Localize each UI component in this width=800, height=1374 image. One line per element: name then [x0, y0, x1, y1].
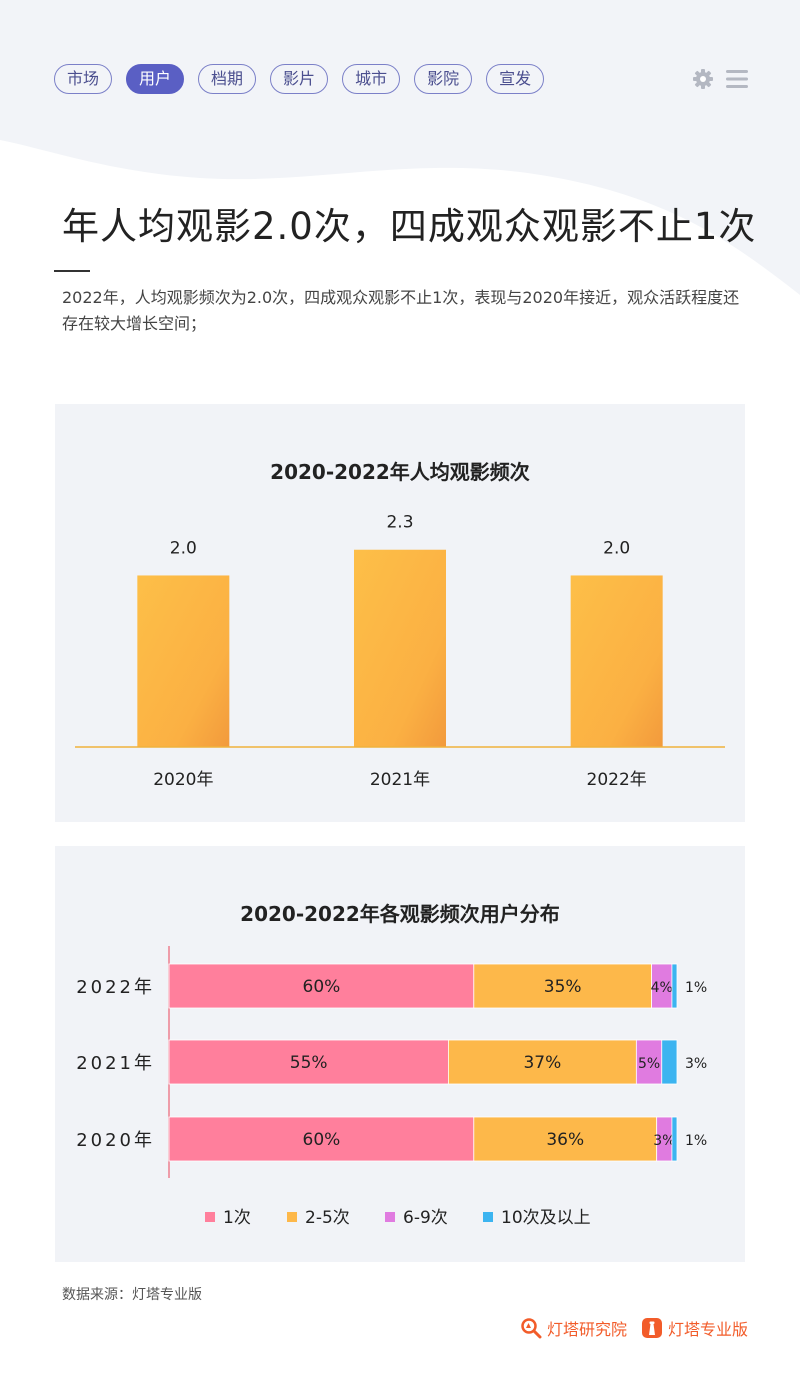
- legend-swatch: [483, 1212, 493, 1222]
- title-divider: [54, 270, 90, 272]
- chart-avg-frequency: 2020-2022年人均观影频次 2.0 2020年 2.3 2021年 2.0 2022年: [75, 460, 725, 790]
- legend-swatch: [385, 1212, 395, 1222]
- x-tick-label: 2020年: [153, 770, 213, 790]
- bar-value-label: 2.0: [170, 538, 197, 558]
- brand-left-label: 灯塔研究院: [546, 1320, 627, 1339]
- brand-right-label: 灯塔专业版: [667, 1320, 748, 1339]
- y-tick-label: 2020年: [76, 1130, 155, 1151]
- bar-segment-1次: [168, 963, 475, 1009]
- chart-frequency-distribution: 2020-2022年各观影频次用户分布 2022年 60% 35% 4% 1% 2021年 5…: [76, 902, 707, 1228]
- tab-schedule[interactable]: 档期: [198, 64, 257, 94]
- data-label: 4%: [651, 980, 673, 996]
- tab-films[interactable]: 影片: [270, 64, 329, 94]
- data-label: 3%: [653, 1133, 675, 1149]
- bar-segment-10次及以上: [661, 1039, 678, 1085]
- lighthouse-logo-icon: [641, 1318, 662, 1338]
- bar-segment-6-9次: [635, 1039, 663, 1085]
- y-tick-label: 2022年: [76, 977, 155, 998]
- tab-users[interactable]: 用户: [126, 64, 185, 94]
- data-label: 3%: [685, 1056, 707, 1072]
- bar-value-label: 2.0: [603, 538, 630, 558]
- chart-title: 2020-2022年各观影频次用户分布: [240, 902, 560, 926]
- bar-segment-2-5次: [473, 1116, 658, 1162]
- data-label: 55%: [290, 1053, 328, 1073]
- brand-research-institute: 灯塔研究院: [520, 1316, 627, 1340]
- bar-segment-10次及以上: [671, 963, 678, 1009]
- tab-market[interactable]: 市场: [54, 64, 113, 94]
- brand-pro-edition: 灯塔专业版: [641, 1316, 748, 1340]
- tab-cities[interactable]: 城市: [342, 64, 401, 94]
- legend-swatch: [287, 1212, 297, 1222]
- data-label: 1%: [685, 980, 707, 996]
- data-label: 5%: [638, 1056, 660, 1072]
- data-label: 37%: [523, 1053, 561, 1073]
- bar-segment-10次及以上: [671, 1116, 678, 1162]
- x-tick-label: 2021年: [370, 770, 430, 790]
- y-tick-label: 2021年: [76, 1053, 155, 1074]
- bar-value-label: 2.3: [386, 513, 413, 533]
- data-source: 数据来源：灯塔专业版: [62, 1287, 202, 1303]
- legend-label: 1次: [223, 1208, 251, 1228]
- tab-promotion[interactable]: 宣发: [486, 64, 545, 94]
- brand-logos: 灯塔研究院 灯塔专业版: [520, 1316, 748, 1340]
- bar-segment-1次: [168, 1039, 449, 1085]
- page-description: 2022年，人均观影频次为2.0次，四成观众观影不止1次，表现与2020年接近，…: [62, 288, 740, 333]
- toolbar: [692, 66, 748, 92]
- bar-segment-1次: [168, 1116, 475, 1162]
- legend-label: 6-9次: [403, 1208, 448, 1228]
- chart-title: 2020-2022年人均观影频次: [270, 460, 530, 484]
- x-tick-label: 2022年: [587, 770, 647, 790]
- data-label: 60%: [303, 1130, 341, 1150]
- data-label: 35%: [544, 977, 582, 997]
- legend-swatch: [205, 1212, 215, 1222]
- legend-label: 2-5次: [305, 1208, 350, 1228]
- page-title: 年人均观影2.0次，四成观众观影不止1次: [62, 205, 757, 248]
- data-label: 1%: [685, 1133, 707, 1149]
- gear-icon[interactable]: [692, 66, 714, 92]
- bar-2022年: [570, 575, 663, 747]
- magnifier-logo-icon: [521, 1318, 542, 1339]
- data-label: 36%: [546, 1130, 584, 1150]
- chart-panel-avg-frequency: 2020-2022年人均观影频次 2.0 2020年 2.3 2021年 2.0 2022年: [55, 404, 745, 822]
- legend-label: 10次及以上: [501, 1208, 591, 1228]
- bar-segment-2-5次: [473, 963, 652, 1009]
- bar-2021年: [354, 549, 446, 747]
- top-nav: 市场 用户 档期 影片 城市 影院 宣发: [54, 64, 545, 94]
- data-label: 60%: [303, 977, 341, 997]
- tab-cinemas[interactable]: 影院: [414, 64, 473, 94]
- menu-icon[interactable]: [726, 66, 748, 92]
- bar-segment-2-5次: [447, 1039, 637, 1085]
- chart-panel-frequency-distribution: 2020-2022年各观影频次用户分布 2022年 60% 35% 4% 1% 2021年 5…: [55, 846, 745, 1262]
- bar-2020年: [137, 575, 230, 747]
